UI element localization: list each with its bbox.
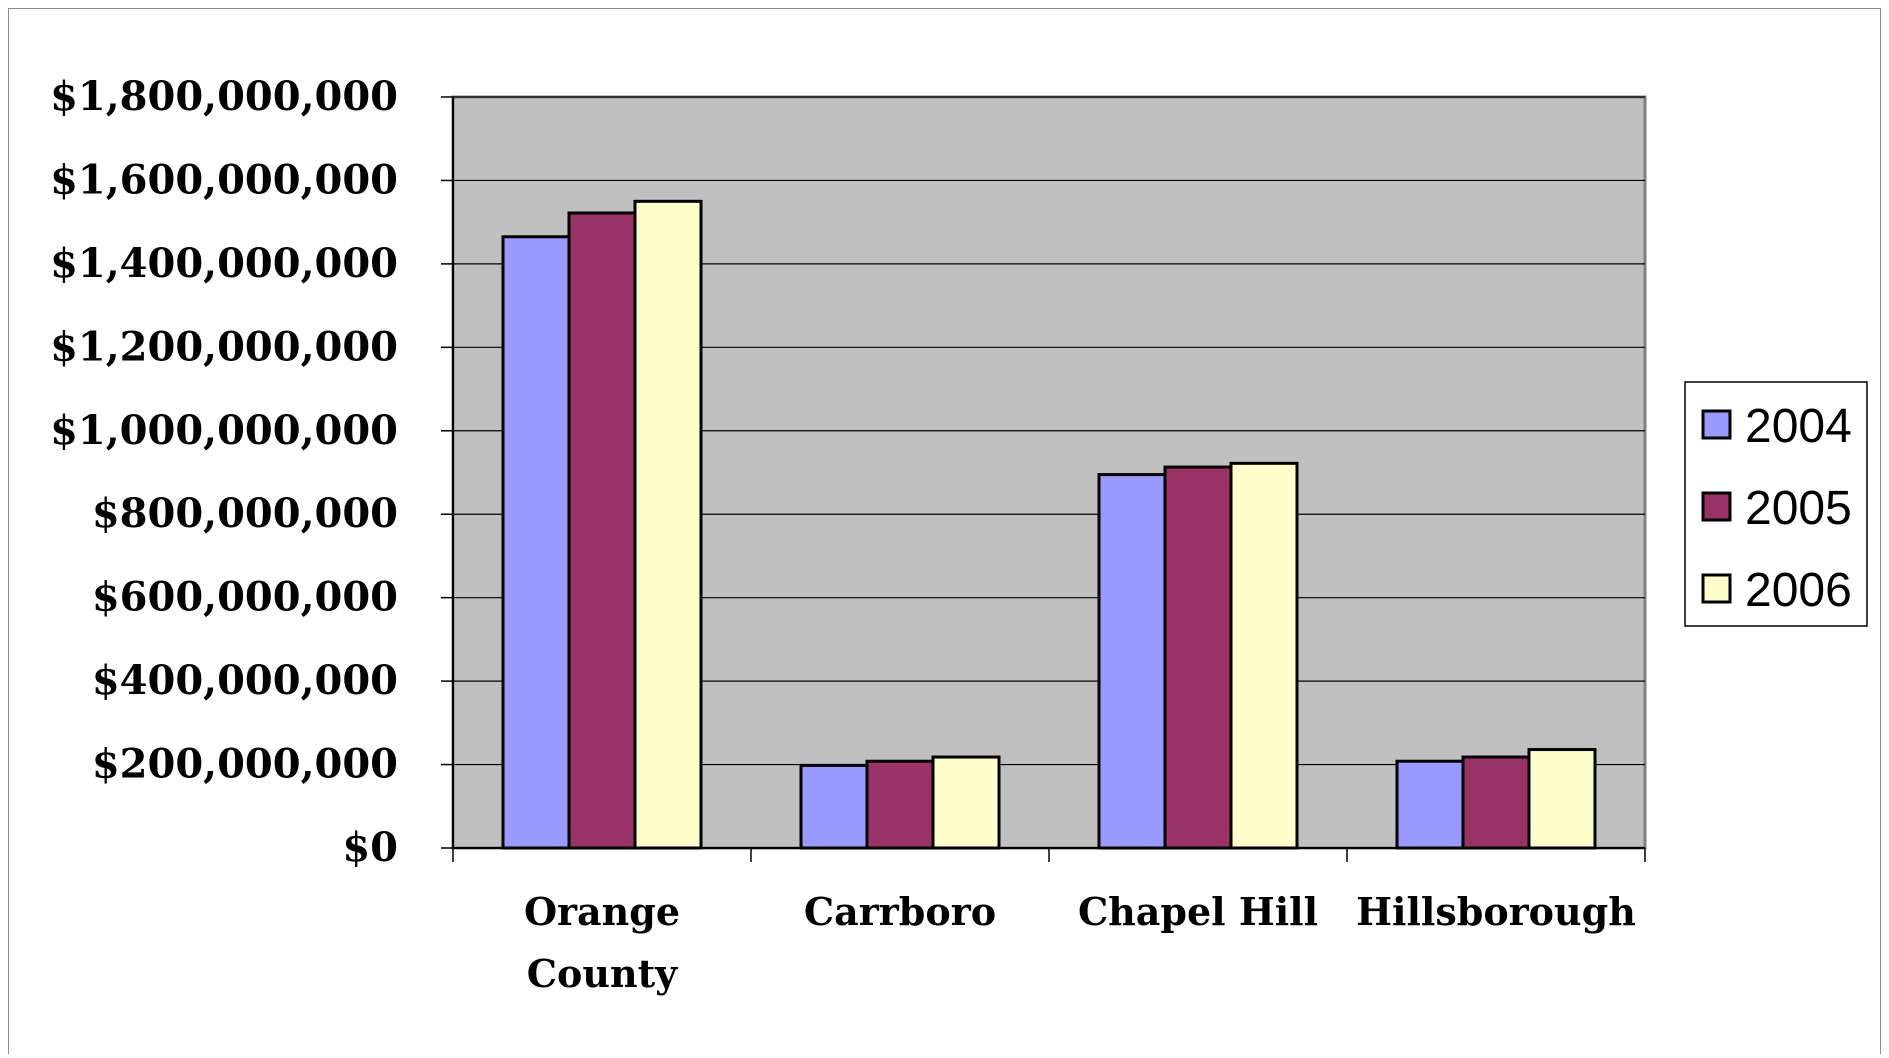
y-tick-label: $1,600,000,000 <box>50 156 398 203</box>
legend-label-2005: 2005 <box>1745 482 1852 535</box>
y-tick-label: $200,000,000 <box>92 741 398 788</box>
x-tick-label: Hillsborough <box>1356 889 1636 934</box>
bar-2005 <box>1163 465 1233 850</box>
legend-label-2004: 2004 <box>1745 400 1852 453</box>
y-tick-label: $1,000,000,000 <box>50 407 398 454</box>
legend-swatch-2005 <box>1701 491 1732 522</box>
bar-2005 <box>1461 755 1531 850</box>
bar-2006 <box>633 199 703 850</box>
bar-2005 <box>865 759 935 850</box>
x-tick-labels: Orange County Carrboro Chapel Hill Hillsboro… <box>524 889 1636 996</box>
legend-swatch-2006 <box>1701 573 1732 604</box>
x-tick-label: Carrboro <box>804 889 996 934</box>
legend-swatch-2004 <box>1701 409 1732 440</box>
bar-2004 <box>799 763 869 850</box>
axes <box>441 96 1646 862</box>
y-tick-label: $1,800,000,000 <box>50 73 398 120</box>
bar-2006 <box>1527 748 1597 850</box>
bar-2004 <box>1097 473 1167 850</box>
x-tick-label: Chapel Hill <box>1078 889 1318 934</box>
y-tick-label: $400,000,000 <box>92 657 398 704</box>
bar-2004 <box>1395 759 1465 850</box>
x-tick-label-line: Hillsborough <box>1356 889 1636 934</box>
bar-2004 <box>501 235 571 850</box>
x-tick-label-line: Orange <box>524 889 680 934</box>
y-tick-labels: $0 $200,000,000 $400,000,000 $600,000,000 $8… <box>50 73 398 871</box>
bar-2006 <box>931 755 1001 850</box>
bar-2006 <box>1229 461 1299 850</box>
y-tick-label: $600,000,000 <box>92 574 398 621</box>
y-tick-label: $800,000,000 <box>92 490 398 537</box>
y-tick-label: $0 <box>342 824 398 871</box>
y-tick-label: $1,400,000,000 <box>50 240 398 287</box>
legend: 2004 2005 2006 <box>1684 381 1868 627</box>
x-tick-label-line: Carrboro <box>804 889 996 934</box>
y-tick-label: $1,200,000,000 <box>50 323 398 370</box>
x-tick-label: Orange County <box>524 889 680 996</box>
bars <box>501 199 1597 850</box>
x-tick-label-line: County <box>527 951 678 996</box>
legend-label-2006: 2006 <box>1745 564 1852 617</box>
bar-2005 <box>567 211 637 850</box>
x-tick-label-line: Chapel Hill <box>1078 889 1318 934</box>
